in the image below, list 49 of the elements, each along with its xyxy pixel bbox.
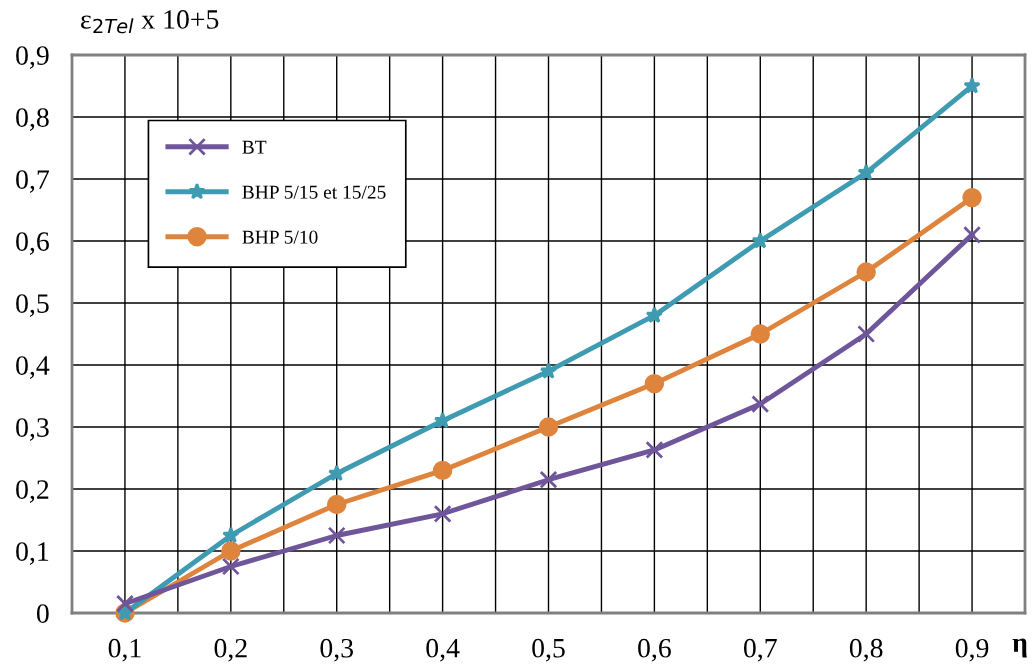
x-tick-label: 0,6 (638, 638, 671, 662)
point (538, 417, 559, 437)
point (751, 231, 769, 249)
point (433, 411, 452, 429)
x-tick-label: 0,7 (743, 638, 777, 662)
x-tick-label: 0,5 (532, 638, 565, 662)
y-axis-title: ε$_{2Tel}$ x 10+5 (81, 10, 219, 34)
point (539, 362, 558, 379)
x-tick-label: 0,9 (955, 638, 989, 662)
y-tick-label: 0,7 (16, 170, 49, 193)
x-tick-label: 0,3 (320, 638, 353, 662)
point (433, 504, 452, 523)
y-tick-label: 0,2 (16, 480, 49, 503)
point (645, 306, 664, 323)
point (327, 494, 347, 515)
point (222, 526, 240, 544)
legend-label: BHP 5/10 (242, 230, 318, 244)
y-tick-label: 0,6 (16, 232, 49, 255)
point (857, 163, 875, 181)
point (645, 440, 664, 459)
y-tick-label: 0 (36, 604, 49, 623)
y-tick-label: 0,4 (16, 356, 50, 379)
legend-label: BHP 5/15 et 15/25 (242, 185, 386, 199)
point (644, 373, 665, 394)
point (751, 395, 770, 414)
point (963, 76, 981, 94)
point (962, 187, 982, 208)
point (115, 594, 134, 613)
legend-label: BT (242, 140, 267, 154)
point (327, 526, 346, 545)
y-tick-label: 0,5 (16, 294, 49, 317)
point (328, 464, 346, 482)
point (221, 557, 240, 576)
point (857, 324, 876, 344)
point (221, 541, 241, 561)
point (750, 324, 770, 344)
y-tick-label: 0,8 (16, 108, 49, 131)
y-tick-label: 0,3 (16, 418, 49, 441)
x-axis-title: η (1012, 638, 1027, 658)
point (856, 262, 876, 282)
point (539, 470, 558, 489)
x-tick-label: 0,1 (108, 638, 141, 662)
point (963, 225, 982, 244)
x-tick-label: 0,2 (214, 638, 247, 662)
x-tick-label: 0,4 (426, 638, 460, 662)
point (432, 460, 453, 481)
x-tick-label: 0,8 (849, 638, 883, 662)
y-tick-label: 0,1 (16, 542, 49, 565)
y-tick-label: 0,9 (16, 46, 49, 69)
